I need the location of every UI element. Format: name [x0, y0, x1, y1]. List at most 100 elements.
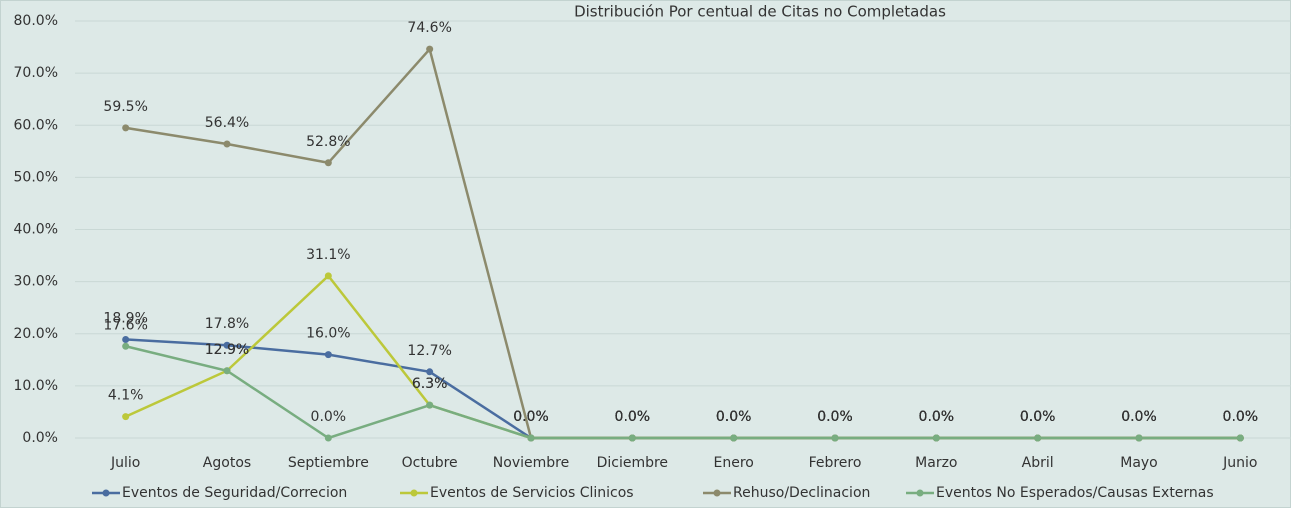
- data-label: 0.0%: [615, 409, 651, 425]
- data-label: 0.0%: [1121, 409, 1157, 425]
- data-label: 0.0%: [817, 409, 853, 425]
- data-label: 0.0%: [513, 409, 549, 425]
- data-label: 52.8%: [306, 134, 350, 150]
- data-point: [122, 413, 130, 421]
- data-label: 0.0%: [615, 409, 651, 425]
- data-label: 0.0%: [1121, 409, 1157, 425]
- data-label: 6.3%: [412, 376, 448, 392]
- legend-marker: [102, 489, 110, 497]
- data-label: 17.8%: [205, 316, 249, 332]
- x-tick-label: Septiembre: [288, 455, 369, 471]
- data-label: 0.0%: [513, 409, 549, 425]
- data-label: 18.9%: [103, 310, 147, 326]
- data-point: [426, 401, 434, 409]
- data-label: 0.0%: [817, 409, 853, 425]
- data-point: [223, 140, 231, 148]
- data-label: 0.0%: [919, 409, 955, 425]
- x-tick-label: Agotos: [203, 455, 251, 471]
- legend-label: Eventos de Seguridad/Correcion: [122, 485, 347, 501]
- data-label: 0.0%: [919, 409, 955, 425]
- data-point: [426, 368, 434, 376]
- data-point: [1236, 434, 1244, 442]
- legend-label: Eventos No Esperados/Causas Externas: [936, 485, 1214, 501]
- data-label: 0.0%: [1121, 409, 1157, 425]
- data-label: 0.0%: [1223, 409, 1259, 425]
- y-tick-label: 80.0%: [14, 13, 58, 29]
- data-point: [324, 434, 332, 442]
- data-label: 0.0%: [1223, 409, 1259, 425]
- legend-marker: [916, 489, 924, 497]
- data-label: 0.0%: [817, 409, 853, 425]
- x-tick-label: Diciembre: [597, 455, 668, 471]
- data-point: [1135, 434, 1143, 442]
- data-label: 74.6%: [407, 20, 451, 36]
- data-label: 0.0%: [716, 409, 752, 425]
- data-point: [223, 367, 231, 375]
- data-point: [324, 351, 332, 359]
- legend-label: Rehuso/Declinacion: [733, 485, 870, 501]
- data-label: 0.0%: [716, 409, 752, 425]
- y-tick-label: 60.0%: [14, 117, 58, 133]
- data-label: 0.0%: [919, 409, 955, 425]
- y-tick-label: 40.0%: [14, 222, 58, 238]
- data-label: 0.0%: [1223, 409, 1259, 425]
- data-label: 4.1%: [108, 388, 144, 404]
- x-tick-label: Abril: [1022, 455, 1054, 471]
- data-point: [628, 434, 636, 442]
- data-label: 12.9%: [205, 342, 249, 358]
- data-point: [223, 341, 231, 349]
- data-point: [527, 434, 535, 442]
- y-tick-label: 0.0%: [22, 430, 58, 446]
- data-label: 0.0%: [513, 409, 549, 425]
- data-label: 0.0%: [1020, 409, 1056, 425]
- data-point: [122, 335, 130, 343]
- x-tick-label: Enero: [713, 455, 753, 471]
- data-label: 59.5%: [103, 99, 147, 115]
- legend-label: Eventos de Servicios Clinicos: [430, 485, 634, 501]
- data-point: [426, 45, 434, 53]
- data-label: 0.0%: [513, 409, 549, 425]
- data-label: 0.0%: [615, 409, 651, 425]
- data-point: [932, 434, 940, 442]
- x-tick-label: Mayo: [1120, 455, 1158, 471]
- data-point: [122, 342, 130, 350]
- data-label: 12.9%: [205, 342, 249, 358]
- data-label: 0.0%: [311, 409, 347, 425]
- data-label: 0.0%: [919, 409, 955, 425]
- x-tick-label: Febrero: [809, 455, 862, 471]
- x-tick-label: Junio: [1222, 455, 1257, 471]
- data-label: 31.1%: [306, 247, 350, 263]
- y-tick-label: 50.0%: [14, 169, 58, 185]
- data-label: 0.0%: [1020, 409, 1056, 425]
- data-label: 16.0%: [306, 326, 350, 342]
- data-label: 12.7%: [407, 343, 451, 359]
- data-point: [730, 434, 738, 442]
- y-tick-label: 30.0%: [14, 274, 58, 290]
- x-tick-label: Noviembre: [493, 455, 569, 471]
- data-label: 0.0%: [615, 409, 651, 425]
- data-label: 0.0%: [1121, 409, 1157, 425]
- data-label: 56.4%: [205, 115, 249, 131]
- series-line: [125, 338, 1241, 440]
- legend-marker: [410, 489, 418, 497]
- legend-marker: [713, 489, 721, 497]
- data-point: [122, 124, 130, 132]
- data-label: 0.0%: [716, 409, 752, 425]
- data-label: 0.0%: [1223, 409, 1259, 425]
- y-tick-label: 70.0%: [14, 65, 58, 81]
- chart-title: Distribución Por centual de Citas no Com…: [574, 3, 946, 21]
- data-label: 0.0%: [817, 409, 853, 425]
- y-tick-label: 20.0%: [14, 326, 58, 342]
- series-line: [125, 345, 1241, 440]
- x-tick-label: Marzo: [915, 455, 957, 471]
- data-point: [324, 159, 332, 167]
- data-point: [1034, 434, 1042, 442]
- x-tick-label: Julio: [110, 455, 140, 471]
- data-label: 0.0%: [716, 409, 752, 425]
- x-tick-label: Octubre: [402, 455, 458, 471]
- data-label: 17.6%: [103, 317, 147, 333]
- series-line: [125, 46, 1241, 440]
- data-point: [831, 434, 839, 442]
